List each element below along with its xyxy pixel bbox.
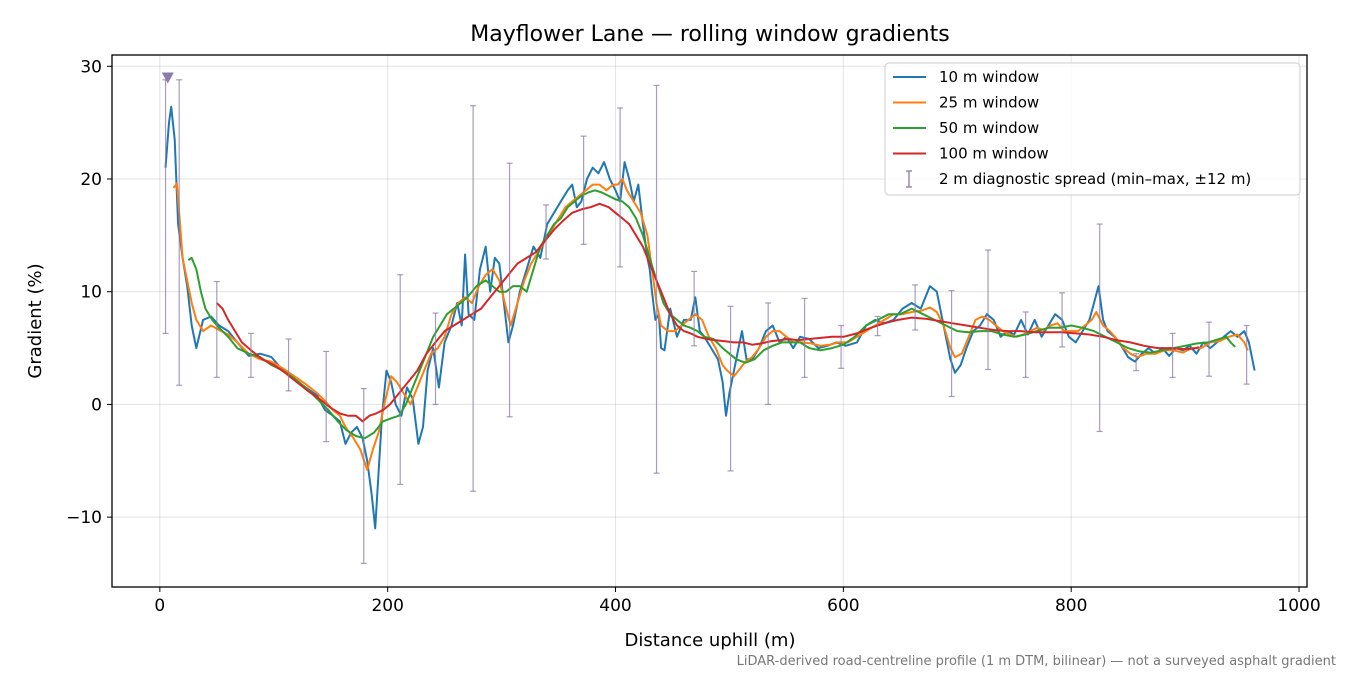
y-tick-label: 0	[91, 395, 102, 415]
y-tick-label: −10	[66, 508, 102, 528]
footnote: LiDAR-derived road-centreline profile (1…	[737, 654, 1336, 669]
diagnostic-errorbar	[580, 135, 587, 245]
diagnostic-errorbar	[1096, 223, 1103, 433]
y-axis-ticks: −10 0 10 20 30	[66, 57, 112, 528]
marker-layer	[161, 72, 174, 84]
diagnostic-errorbar	[653, 84, 660, 474]
legend-label: 100 m window	[939, 145, 1049, 163]
series-line-50-m	[187, 189, 1236, 440]
diagnostic-errorbar	[948, 289, 955, 398]
diagnostic-errorbar	[691, 270, 698, 347]
legend: 10 m window 25 m window 50 m window 100 m w…	[884, 62, 1301, 196]
diagnostic-errorbar	[985, 249, 992, 371]
legend-entry: 2 m diagnostic spread (min–max, ±12 m)	[906, 170, 1251, 188]
diagnostic-errorbar	[874, 315, 881, 337]
diagnostic-errorbar	[801, 297, 808, 378]
x-axis-label: Distance uphill (m)	[625, 630, 796, 651]
diagnostic-errorbar	[247, 332, 254, 378]
plot-frame	[111, 54, 1308, 588]
diagnostic-errorbar	[727, 305, 734, 472]
diagnostic-errorbar	[1059, 292, 1066, 348]
legend-entry: 10 m window	[893, 68, 1039, 86]
series-line-100-m	[216, 202, 1200, 423]
diagnostic-errorbar	[1243, 324, 1250, 385]
diagnostic-errorbar	[213, 280, 220, 378]
legend-label: 50 m window	[939, 119, 1039, 137]
diagnostic-errorbar	[838, 324, 845, 369]
diagnostic-errorbar	[162, 79, 169, 334]
legend-label: 10 m window	[939, 68, 1039, 86]
diagnostic-errorbar	[285, 338, 292, 392]
diagnostic-errorbar	[432, 312, 439, 406]
diagnostic-errorbar	[765, 302, 772, 406]
legend-entry: 100 m window	[893, 145, 1049, 163]
y-axis-label: Gradient (%)	[25, 263, 46, 378]
chart-title: Mayflower Lane — rolling window gradient…	[470, 22, 949, 47]
errorbar-layer	[162, 79, 1250, 564]
series-line-25-m	[172, 178, 1249, 471]
x-tick-label: 200	[371, 596, 403, 616]
diagnostic-errorbar	[1022, 311, 1029, 378]
diagnostic-errorbar	[176, 79, 183, 386]
legend-label: 25 m window	[939, 94, 1039, 112]
diagnostic-errorbar	[1206, 321, 1213, 377]
y-tick-label: 10	[80, 283, 102, 303]
x-tick-label: 400	[599, 596, 631, 616]
diagnostic-errorbar	[543, 204, 550, 260]
x-tick-label: 0	[154, 596, 165, 616]
legend-entry: 50 m window	[893, 119, 1039, 137]
legend-frame	[884, 62, 1301, 196]
x-axis-ticks: 0 200 400 600 800 1000	[154, 587, 1321, 616]
diagnostic-errorbar	[1133, 353, 1140, 372]
diagnostic-errorbar	[397, 274, 404, 486]
legend-label: 2 m diagnostic spread (min–max, ±12 m)	[939, 170, 1251, 188]
start-marker	[161, 72, 174, 84]
x-tick-label: 800	[1055, 596, 1087, 616]
x-tick-label: 1000	[1277, 596, 1320, 616]
legend-entry: 25 m window	[893, 94, 1039, 112]
x-tick-label: 600	[827, 596, 859, 616]
diagnostic-errorbar	[617, 107, 624, 268]
diagnostic-errorbar	[470, 105, 477, 492]
diagnostic-errorbar	[506, 162, 513, 418]
diagnostic-errorbar	[1169, 332, 1176, 378]
diagnostic-errorbar	[912, 284, 919, 331]
y-tick-label: 20	[80, 170, 102, 190]
diagnostic-errorbar	[323, 350, 330, 443]
y-tick-label: 30	[80, 57, 102, 77]
diagnostic-errorbar	[360, 388, 367, 564]
